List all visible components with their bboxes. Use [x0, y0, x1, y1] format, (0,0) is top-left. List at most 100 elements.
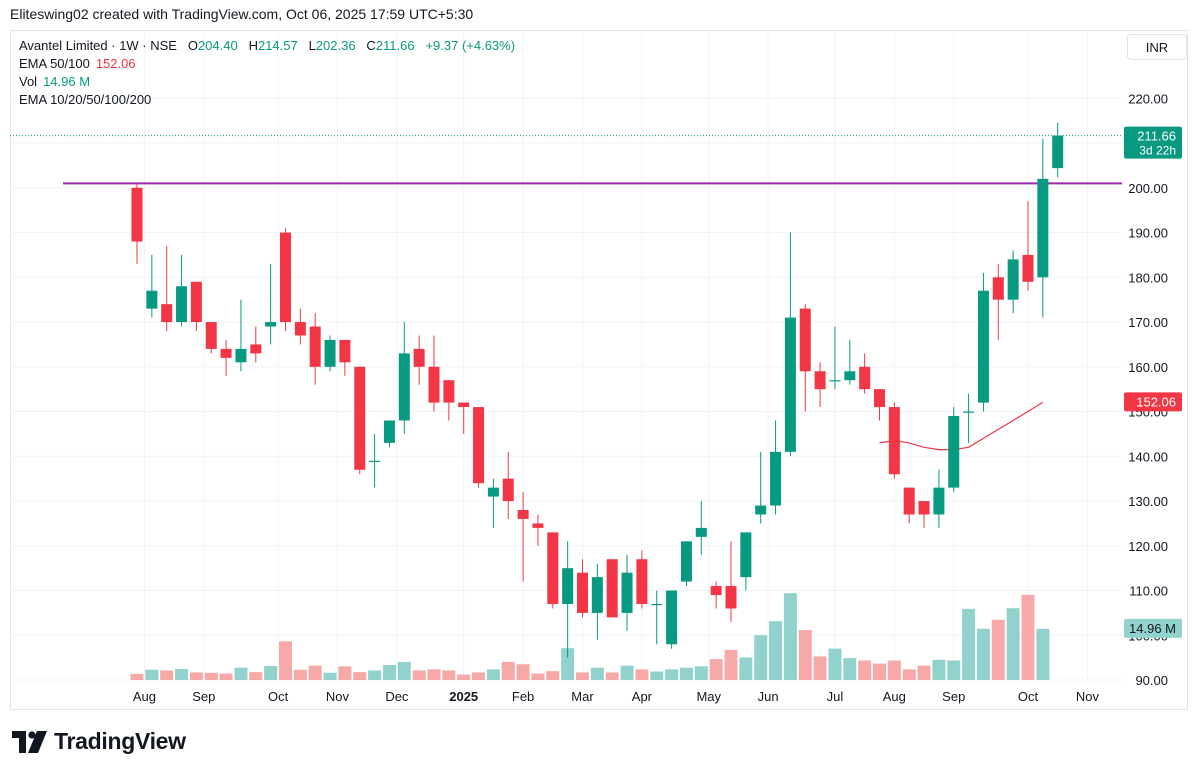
ema-value: 152.06 — [95, 56, 136, 71]
candle-body — [146, 290, 158, 309]
time-tick-label: Oct — [1018, 689, 1039, 704]
time-tick-label: Aug — [133, 689, 156, 704]
volume-bar — [739, 657, 753, 680]
candle-body — [339, 339, 351, 363]
volume-bar — [279, 641, 292, 680]
candle-body — [888, 407, 900, 475]
candle — [888, 402, 900, 479]
candle — [458, 402, 470, 434]
ema-line[interactable] — [879, 401, 1044, 451]
time-tick-label: Oct — [268, 689, 289, 704]
volume-bar — [353, 672, 367, 680]
volume-bar — [323, 672, 337, 680]
volume-bar — [397, 661, 411, 680]
legend-vol-row[interactable]: Vol 14.96 M — [19, 73, 515, 91]
candle-body — [428, 366, 440, 403]
time-tick-label: Nov — [1076, 689, 1100, 704]
symbol-title[interactable]: Avantel Limited · 1W · NSE — [19, 38, 177, 53]
price-chart[interactable]: 220.00210.00200.00190.00180.00170.00160.… — [10, 30, 1188, 710]
candle-body — [562, 568, 574, 604]
candle-body — [933, 487, 945, 515]
candle — [621, 554, 633, 631]
candle-body — [755, 505, 767, 515]
candle-body — [309, 326, 321, 367]
candle-body — [487, 487, 499, 497]
candle-body — [577, 572, 588, 613]
candle — [413, 335, 425, 385]
time-tick-label: Feb — [512, 689, 534, 704]
price-tick-label: 220.00 — [1128, 91, 1168, 106]
price-tick-label: 160.00 — [1128, 360, 1168, 375]
candle — [903, 487, 915, 524]
price-tick-label: 90.00 — [1135, 673, 1168, 688]
candle-body — [770, 451, 782, 506]
candle — [176, 254, 188, 327]
vol-label: Vol — [19, 74, 38, 89]
chart-caption: Eliteswing02 created with TradingView.co… — [10, 6, 474, 22]
time-tick-label: May — [696, 689, 721, 704]
volume-tag-value: 14.96 M — [1129, 621, 1176, 636]
ema-multi-label: EMA 10/20/50/100/200 — [19, 92, 152, 107]
candles — [131, 122, 1064, 658]
volume-bar — [798, 630, 812, 680]
last-price-tag-countdown: 3d 22h — [1139, 144, 1176, 158]
currency-selector[interactable]: INR — [1127, 34, 1187, 60]
volume-bar — [976, 628, 990, 680]
volume-bar — [576, 672, 589, 680]
candle-body — [235, 348, 247, 363]
candle — [398, 322, 410, 434]
candle-body — [829, 380, 841, 382]
candle — [146, 254, 158, 318]
volume-bar — [1021, 594, 1035, 680]
time-tick-label: Nov — [326, 689, 350, 704]
volume-bar — [234, 667, 248, 680]
legend-ema-multi-row[interactable]: EMA 10/20/50/100/200 — [19, 91, 515, 109]
candle-body — [874, 389, 885, 408]
volume-bar — [1006, 608, 1020, 680]
price-tick-label: 190.00 — [1128, 226, 1168, 241]
legend-ema-row[interactable]: EMA 50/100 152.06 — [19, 55, 515, 73]
time-tick-label: Jul — [827, 689, 844, 704]
candle-body — [220, 348, 232, 358]
price-axis: 220.00210.00200.00190.00180.00170.00160.… — [1128, 91, 1168, 688]
candle-body — [517, 510, 529, 519]
candle-body — [591, 577, 603, 613]
candle — [740, 532, 752, 591]
candle — [710, 581, 722, 609]
volume-bar — [472, 672, 486, 680]
time-tick-label: Dec — [385, 689, 409, 704]
volume-bar — [1036, 628, 1050, 680]
volume-bar — [724, 649, 738, 680]
candle-body — [680, 541, 692, 582]
candle — [784, 232, 796, 457]
volume-bar — [546, 671, 560, 680]
time-tick-label: 2025 — [449, 689, 478, 704]
ema-tag-bg — [1124, 392, 1182, 412]
candle-body — [1052, 135, 1064, 169]
candle — [324, 335, 336, 372]
candle-body — [1022, 254, 1034, 282]
candle-body — [948, 416, 960, 488]
candle — [695, 501, 707, 555]
candle — [250, 326, 262, 363]
volume-bar — [932, 659, 946, 680]
candle-body — [636, 559, 648, 604]
candle — [829, 326, 841, 390]
volume-tag: 14.96 M — [1124, 618, 1182, 638]
candle-body — [799, 308, 811, 372]
candle-body — [502, 478, 514, 502]
volume-bar — [486, 669, 500, 680]
candle-body — [666, 590, 678, 645]
volume-bar — [665, 669, 679, 680]
volume-bar — [902, 669, 916, 680]
candle — [265, 263, 277, 345]
candle-body — [977, 290, 989, 403]
time-tick-label: Jun — [758, 689, 779, 704]
tradingview-logo[interactable]: TradingView — [12, 728, 186, 755]
volume-bar — [828, 648, 842, 680]
low-label: L — [308, 38, 316, 53]
candle-body — [1007, 259, 1019, 300]
candle-body — [205, 322, 217, 349]
candle — [651, 590, 663, 645]
candle — [591, 563, 603, 640]
